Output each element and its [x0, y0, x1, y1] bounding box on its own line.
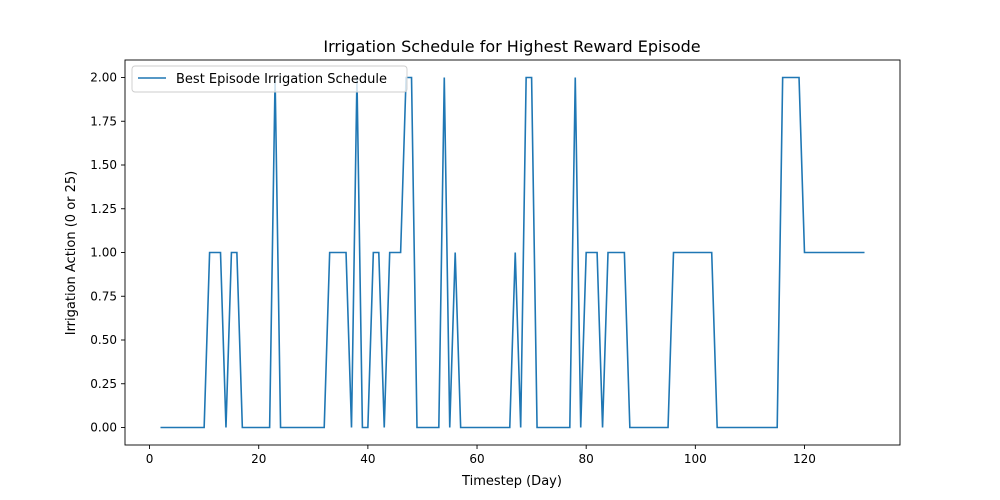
legend: Best Episode Irrigation Schedule — [131, 65, 408, 93]
x-tick-label: 120 — [793, 452, 816, 466]
y-tick-label: 1.50 — [90, 158, 117, 172]
x-tick-label: 0 — [146, 452, 154, 466]
chart-title: Irrigation Schedule for Highest Reward E… — [323, 37, 700, 56]
x-tick-label: 40 — [360, 452, 375, 466]
plot-frame — [124, 59, 901, 446]
x-tick-label: 80 — [579, 452, 594, 466]
y-tick-label: 2.00 — [90, 71, 117, 85]
y-tick-label: 0.75 — [90, 289, 117, 303]
legend-frame — [131, 65, 408, 93]
y-tick-label: 0.50 — [90, 333, 117, 347]
plot-area — [125, 60, 900, 445]
y-tick-label: 1.00 — [90, 246, 117, 260]
y-tick-label: 1.75 — [90, 114, 117, 128]
x-tick-label: 60 — [469, 452, 484, 466]
legend-label: Best Episode Irrigation Schedule — [176, 72, 387, 87]
y-tick-label: 0.00 — [90, 421, 117, 435]
series-line-best-episode — [160, 76, 865, 429]
x-tick-label: 100 — [684, 452, 707, 466]
y-tick-label: 0.25 — [90, 377, 117, 391]
tick-layer: 0 20 40 60 80 100 120 0.00 0.25 0.50 0.75 1.00 1.25 1… — [90, 71, 816, 467]
y-axis-label: Irrigation Action (0 or 25) — [64, 171, 79, 336]
y-tick-label: 1.25 — [90, 202, 117, 216]
x-axis-label: Timestep (Day) — [461, 474, 562, 489]
x-tick-label: 20 — [251, 452, 266, 466]
